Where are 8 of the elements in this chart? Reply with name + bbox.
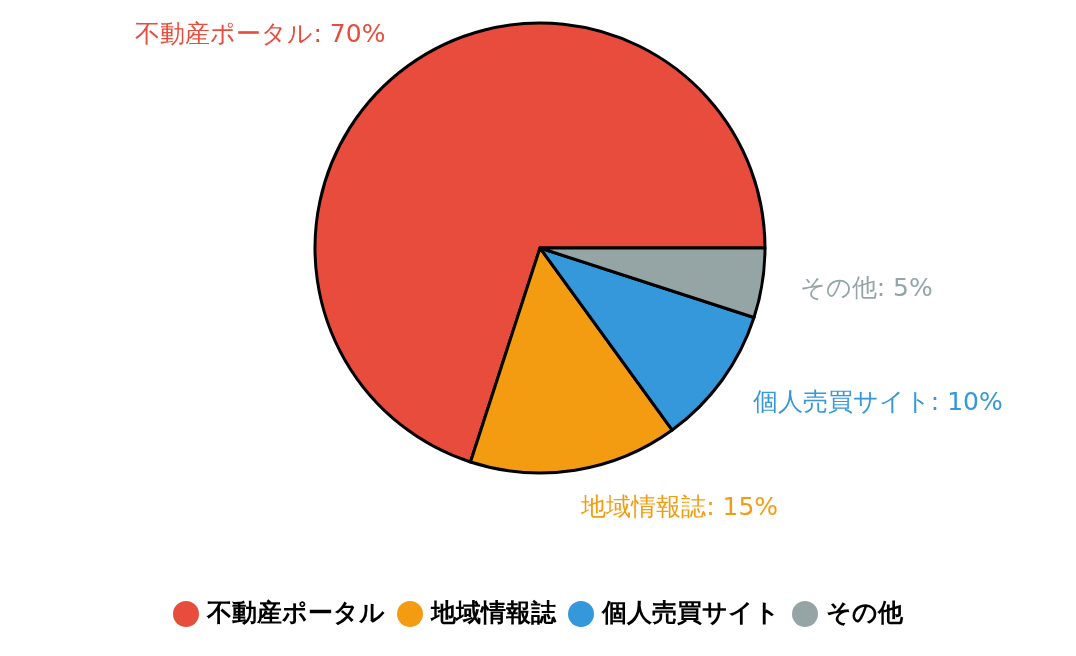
- legend-label: 不動産ポータル: [206, 598, 385, 627]
- data-label: その他: 5%: [799, 273, 933, 303]
- legend-label: 個人売買サイト: [601, 598, 780, 627]
- data-label: 地域情報誌: 15%: [580, 491, 779, 521]
- data-label: 個人売買サイト: 10%: [752, 386, 1003, 416]
- legend-label: その他: [826, 598, 904, 627]
- legend-label: 地域情報誌: [430, 598, 557, 627]
- data-label: 不動産ポータル: 70%: [135, 19, 386, 49]
